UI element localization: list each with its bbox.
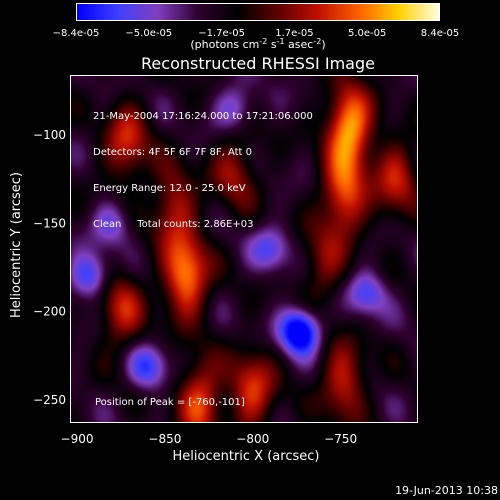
x-tick-label: −750 — [324, 432, 357, 446]
plot-frame — [70, 75, 418, 423]
colorbar-unit-label: (photons cm-2 s-1 asec-2) — [190, 37, 325, 51]
colorbar-tick-label: 5.0e-05 — [348, 28, 386, 39]
footer-timestamp: 19-Jun-2013 10:38 — [395, 484, 498, 497]
y-tick-label: −200 — [33, 305, 66, 319]
image-annotations: 21-May-2004 17:16:24.000 to 17:21:06.000… — [93, 87, 313, 243]
colorbar — [76, 3, 440, 21]
x-tick-label: −800 — [236, 432, 269, 446]
colorbar-tick-label: −1.7e-05 — [198, 28, 245, 39]
colorbar-ticks: −8.4e-05 −5.0e-05 −1.7e-05 1.7e-05 5.0e-05 8.… — [53, 28, 460, 39]
annotation-detectors: Detectors: 4F 5F 6F 7F 8F, Att 0 — [93, 147, 253, 158]
annotation-energy-range: Energy Range: 12.0 - 25.0 keV — [93, 183, 246, 194]
colorbar-tick-label: −8.4e-05 — [53, 28, 100, 39]
y-tick-label: −100 — [33, 128, 66, 142]
colorbar-tick-label: 8.4e-05 — [421, 28, 459, 39]
y-axis-label: Heliocentric Y (arcsec) — [9, 172, 24, 318]
colorbar-tick-label: −5.0e-05 — [125, 28, 172, 39]
peak-position-label: Position of Peak = [-760,-101] — [95, 397, 245, 408]
colorbar-tick-label: 1.7e-05 — [275, 28, 313, 39]
chart-title: Reconstructed RHESSI Image — [141, 54, 375, 73]
x-tick-label: −900 — [61, 432, 94, 446]
y-tick-label: −150 — [33, 216, 66, 230]
y-tick-label: −250 — [33, 393, 66, 407]
rhessi-heatmap — [70, 75, 418, 423]
annotation-total-counts: Clean Total counts: 2.86E+03 — [93, 219, 254, 230]
x-tick-label: −850 — [148, 432, 181, 446]
x-axis-label: Heliocentric X (arcsec) — [173, 449, 320, 464]
annotation-time-range: 21-May-2004 17:16:24.000 to 17:21:06.000 — [93, 111, 313, 122]
